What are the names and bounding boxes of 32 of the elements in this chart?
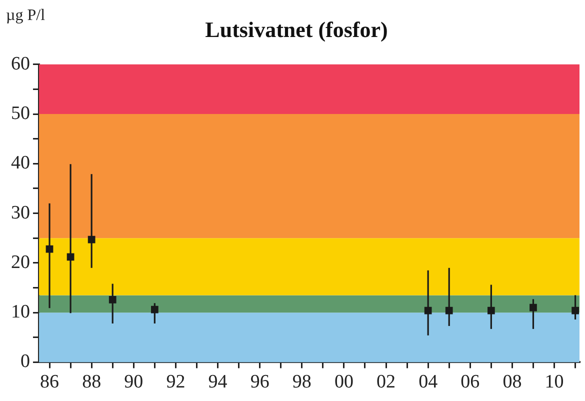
x-tick-label: 96: [250, 372, 270, 393]
y-tick-label: 10: [11, 302, 30, 323]
point: [530, 304, 537, 312]
x-tick-label: 92: [166, 372, 186, 393]
x-tick-label: 94: [208, 372, 228, 393]
y-tick-label: 20: [11, 252, 30, 273]
x-tick-label: 02: [376, 372, 396, 393]
x-tick-label: 00: [334, 372, 354, 393]
x-tick-label: 10: [544, 372, 564, 393]
y-axis-title: µg P/l: [6, 7, 46, 24]
point: [108, 296, 116, 304]
point: [88, 236, 96, 244]
x-tick-label: 88: [82, 372, 102, 393]
y-tick-label: 0: [20, 351, 30, 372]
point: [424, 306, 432, 314]
y-tick-label: 40: [11, 152, 30, 174]
x-tick-label: 86: [40, 372, 60, 393]
x-tick-label: 08: [502, 372, 522, 393]
point: [66, 253, 74, 261]
point: [445, 306, 453, 314]
x-tick-label: 06: [460, 372, 480, 393]
x-tick-label: 04: [418, 372, 438, 393]
point: [487, 306, 495, 314]
y-tick-label: 30: [11, 202, 30, 224]
x-tick-label: 98: [292, 372, 312, 393]
y-tick-label: 60: [11, 53, 30, 74]
y-tick-label: 50: [11, 103, 30, 124]
point: [150, 306, 158, 314]
x-tick-label: 90: [124, 372, 144, 393]
point: [572, 306, 579, 314]
chart-title: Lutsivatnet (fosfor): [205, 16, 388, 42]
point: [46, 245, 54, 253]
